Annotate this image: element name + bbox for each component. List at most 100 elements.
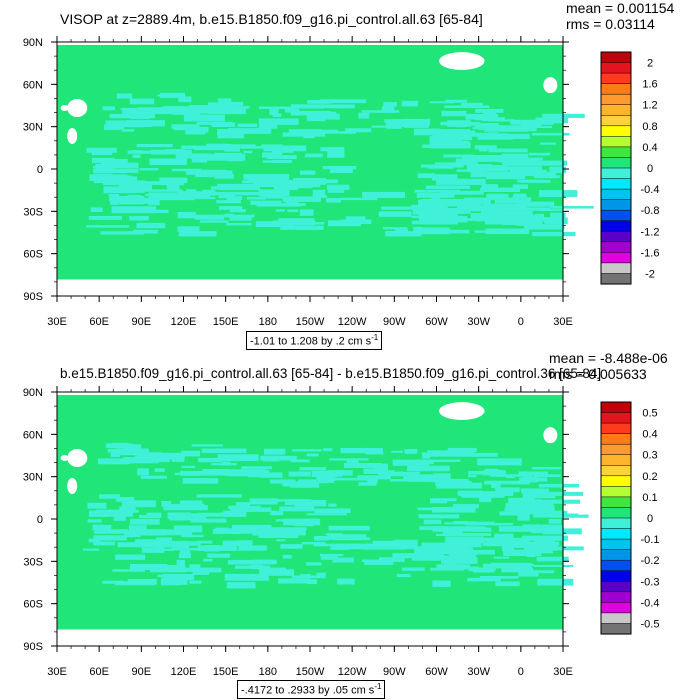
colorbar-bin	[600, 62, 632, 74]
colorbar-bin	[600, 602, 632, 614]
colorbar-bin	[600, 581, 632, 593]
x-tick-label: 30W	[467, 666, 490, 678]
x-tick-label: 120E	[171, 316, 197, 328]
colorbar-label: 0.4	[642, 142, 657, 154]
colorbar-bin	[600, 157, 632, 169]
colorbar-bin	[600, 433, 632, 445]
land-mask	[57, 392, 563, 646]
x-tick-label: 180	[259, 666, 277, 678]
y-tick-label: 0	[37, 514, 43, 526]
x-tick-label: 0	[518, 666, 524, 678]
colorbar-label: 0.4	[642, 429, 657, 441]
panel1-mean: mean = 0.001154	[566, 0, 675, 16]
y-tick-label: 90N	[23, 387, 43, 399]
colorbar-label: -1.6	[641, 247, 660, 259]
colorbar-label: -0.5	[641, 619, 660, 631]
y-tick-label: 30S	[23, 206, 43, 218]
colorbar-bin	[600, 623, 632, 635]
colorbar-label: 1.6	[642, 79, 657, 91]
colorbar-bin	[600, 188, 632, 201]
colorbar-label: 0.3	[642, 450, 657, 462]
x-tick-label: 150W	[296, 316, 325, 328]
panel2-map: 30E 60E 90E 120E 150E 180 150W 120W 90W 60W 30W 0 30…	[23, 386, 660, 678]
colorbar-label: -2	[645, 269, 655, 281]
colorbar-label: -0.2	[641, 555, 660, 567]
panel1-range-label: -1.01 to 1.208 by .2 cm s-1	[246, 331, 383, 350]
x-tick-label: 150E	[213, 316, 239, 328]
colorbar-label: 2	[647, 58, 653, 70]
panel2-rms: rms = 0.005633	[549, 366, 647, 382]
panel2-range-label: -.4172 to .2933 by .05 cm s-1	[237, 680, 386, 699]
colorbar-label: 0.2	[642, 471, 657, 483]
x-tick-label: 150W	[296, 666, 325, 678]
colorbar-label: -0.1	[641, 534, 660, 546]
colorbar-bin	[600, 612, 632, 625]
colorbar-label: 0	[647, 513, 653, 525]
colorbar-bin	[600, 549, 632, 561]
colorbar-label: 0.8	[642, 121, 657, 133]
colorbar-bin	[600, 496, 632, 509]
colorbar-bin	[600, 517, 632, 530]
panel2-title: b.e15.B1850.f09_g16.pi_control.all.63 [6…	[60, 366, 602, 381]
x-tick-label: 90E	[132, 316, 152, 328]
colorbar-bin	[600, 454, 632, 466]
x-tick-label: 0	[518, 316, 524, 328]
y-tick-label: 30N	[23, 472, 43, 484]
colorbar-bin	[600, 401, 632, 414]
colorbar-bin	[600, 422, 632, 435]
y-tick-label: 90N	[23, 37, 43, 49]
colorbar-bin	[600, 486, 632, 498]
colorbar-bin	[600, 125, 632, 137]
x-tick-label: 60W	[425, 316, 448, 328]
x-tick-label: 60E	[89, 666, 109, 678]
y-tick-label: 30N	[23, 122, 43, 134]
colorbar-bin	[600, 115, 632, 127]
y-tick-label: 30S	[23, 556, 43, 568]
land-mask	[57, 42, 563, 296]
colorbar-bin	[600, 178, 632, 190]
panel2-mean: mean = -8.488e-06	[549, 350, 668, 366]
x-tick-label: 120E	[171, 666, 197, 678]
x-tick-label: 60W	[425, 666, 448, 678]
colorbar-bin	[600, 51, 632, 64]
x-tick-label: 60E	[89, 316, 109, 328]
colorbar-label: -0.3	[641, 576, 660, 588]
colorbar-bin	[600, 443, 632, 456]
colorbar-bin	[600, 136, 632, 148]
y-tick-label: 60N	[23, 79, 43, 91]
negative-anomaly-patches	[86, 92, 594, 237]
colorbar-bin	[600, 570, 632, 582]
x-tick-label: 30E	[47, 666, 67, 678]
colorbar-bin	[600, 209, 632, 222]
y-tick-label: 0	[37, 164, 43, 176]
colorbar-bin	[600, 241, 632, 253]
x-tick-label: 30E	[553, 666, 573, 678]
colorbar-label: 1.2	[642, 100, 657, 112]
panel1-title: VISOP at z=2889.4m, b.e15.B1850.f09_g16.…	[60, 11, 483, 27]
colorbar-bin	[600, 262, 632, 275]
colorbar-bin	[600, 273, 632, 285]
colorbar-bin	[600, 93, 632, 106]
colorbar-bin	[600, 475, 632, 487]
colorbar-bin	[600, 199, 632, 211]
panel1-map: 30E 60E 90E 120E 150E 180 150W 120W 90W 60W 30W 0 30…	[23, 36, 660, 328]
colorbar-bin	[600, 252, 632, 264]
colorbar-bin	[600, 528, 632, 540]
colorbar-bin	[600, 231, 632, 243]
colorbar: 0.5 0.4 0.3 0.2 0.1 0 -0.1 -0.2 -0.3 -0.4 -0.5	[600, 401, 660, 635]
y-tick-label: 60N	[23, 429, 43, 441]
colorbar-bin	[600, 465, 632, 477]
x-tick-label: 180	[259, 316, 277, 328]
x-tick-label: 90W	[383, 666, 406, 678]
colorbar-bin	[600, 507, 632, 519]
colorbar-label: 0	[647, 163, 653, 175]
colorbar-label: -1.2	[641, 226, 660, 238]
negative-anomaly-patches	[82, 442, 589, 589]
x-tick-label: 90E	[132, 666, 152, 678]
colorbar-bin	[600, 412, 632, 424]
y-tick-label: 60S	[23, 249, 43, 261]
colorbar-bin	[600, 167, 632, 180]
colorbar-label: -0.4	[641, 184, 660, 196]
colorbar-bin	[600, 538, 632, 551]
x-tick-label: 30W	[467, 316, 490, 328]
